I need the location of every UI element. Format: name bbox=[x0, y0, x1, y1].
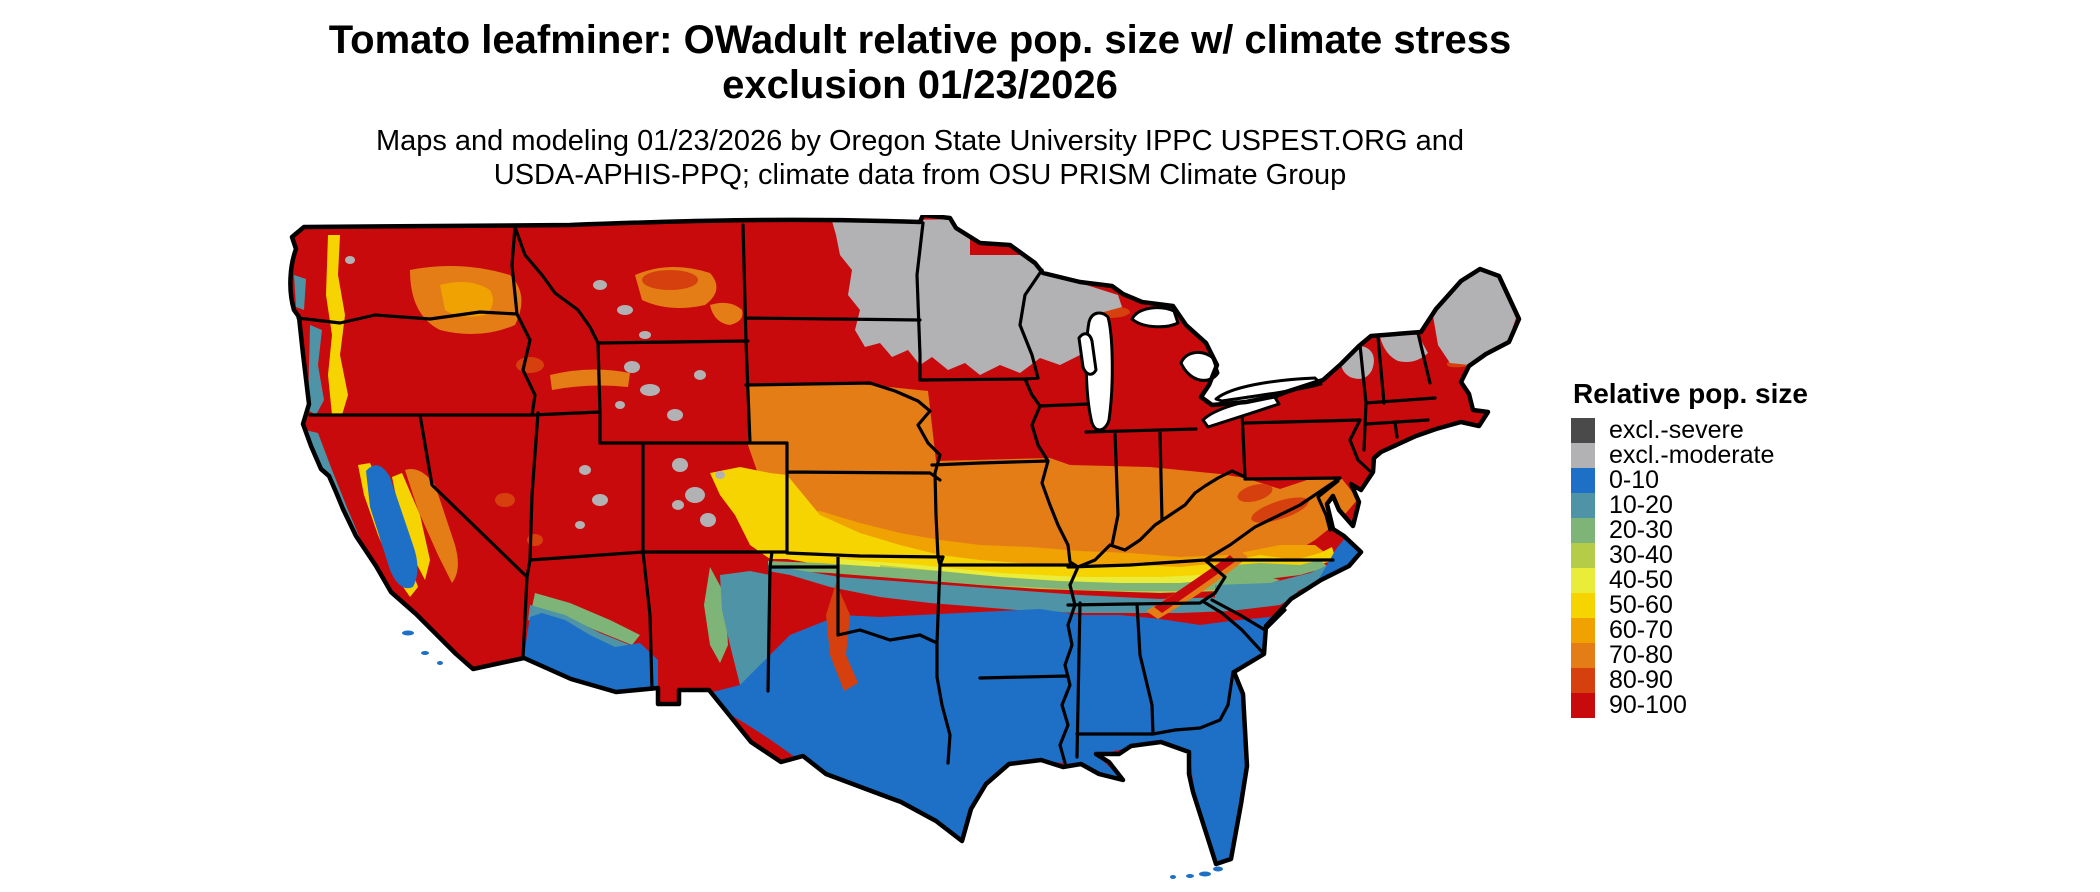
fill-amber-columbia bbox=[440, 281, 494, 317]
green-bay bbox=[1077, 332, 1098, 376]
legend-item-label: 80-90 bbox=[1609, 666, 1673, 694]
legend-swatch bbox=[1571, 693, 1595, 718]
legend-item: 60-70 bbox=[1571, 618, 1871, 643]
header: Tomato leafminer: OWadult relative pop. … bbox=[0, 18, 1840, 192]
fill-gray-vtnh bbox=[1380, 334, 1428, 362]
subtitle-line2: USDA-APHIS-PPQ; climate data from OSU PR… bbox=[493, 159, 1347, 191]
legend-item: 20-30 bbox=[1571, 518, 1871, 543]
legend-item: 30-40 bbox=[1571, 543, 1871, 568]
fill-teal-ca-coast bbox=[305, 430, 470, 670]
legend-item: excl.-severe bbox=[1571, 418, 1871, 443]
lake-ontario bbox=[1214, 376, 1323, 403]
fill-gray-rockies-patches bbox=[345, 256, 725, 529]
legend-title: Relative pop. size bbox=[1573, 378, 1808, 409]
fill-gray-maine bbox=[1432, 271, 1516, 365]
fill-teal-nc bbox=[1215, 555, 1340, 601]
legend-item: 90-100 bbox=[1571, 693, 1871, 718]
fill-teal-nm bbox=[720, 571, 770, 685]
legend-item-label: 90-100 bbox=[1609, 691, 1687, 719]
legend-swatch bbox=[1571, 618, 1595, 643]
fill-yellow-band bbox=[710, 467, 1336, 581]
legend: Relative pop. size excl.-severe excl.-mo… bbox=[1571, 379, 1871, 718]
fill-blue-central-valley bbox=[366, 465, 418, 589]
legend-item: excl.-moderate bbox=[1571, 443, 1871, 468]
great-lakes bbox=[1077, 306, 1323, 432]
fill-yellow-cascades bbox=[326, 235, 348, 415]
legend-swatch bbox=[1571, 418, 1595, 443]
legend-item-label: excl.-moderate bbox=[1609, 441, 1775, 469]
legend-item: 70-80 bbox=[1571, 643, 1871, 668]
legend-item-label: 70-80 bbox=[1609, 641, 1673, 669]
florida-keys bbox=[1170, 866, 1223, 879]
legend-swatch bbox=[1571, 568, 1595, 593]
legend-swatch bbox=[1571, 518, 1595, 543]
legend-item: 40-50 bbox=[1571, 568, 1871, 593]
legend-item-label: 40-50 bbox=[1609, 566, 1673, 594]
legend-item: 0-10 bbox=[1571, 468, 1871, 493]
legend-swatch bbox=[1571, 493, 1595, 518]
lake-huron-north bbox=[1130, 306, 1180, 329]
page-title-line2: exclusion 01/23/2026 bbox=[722, 63, 1118, 107]
channel-islands bbox=[402, 630, 443, 665]
state-borders bbox=[296, 221, 1437, 765]
legend-item: 50-60 bbox=[1571, 593, 1871, 618]
fill-teal-wa-coast bbox=[294, 275, 306, 310]
us-outline bbox=[288, 212, 1522, 867]
fill-gray-north bbox=[832, 219, 1122, 375]
legend-swatch bbox=[1571, 468, 1595, 493]
legend-item: 80-90 bbox=[1571, 668, 1871, 693]
legend-item-label: 50-60 bbox=[1609, 591, 1673, 619]
fill-blue-south bbox=[709, 537, 1365, 864]
subtitle-line1: Maps and modeling 01/23/2026 by Oregon S… bbox=[375, 125, 1465, 157]
fill-orange-band bbox=[748, 382, 1358, 577]
map-fill-layers bbox=[290, 215, 1520, 864]
subtitle: Maps and modeling 01/23/2026 by Oregon S… bbox=[0, 124, 1840, 192]
fill-yellowgreen-strip bbox=[840, 559, 1200, 587]
fill-orange-montana2 bbox=[710, 302, 743, 325]
fill-sage-nc bbox=[1210, 560, 1328, 583]
legend-swatch bbox=[1571, 443, 1595, 468]
fill-teal-or-coast bbox=[308, 325, 324, 415]
legend-item-label: 60-70 bbox=[1609, 616, 1673, 644]
legend-swatch bbox=[1571, 543, 1595, 568]
fill-gray-adirondacks bbox=[1341, 346, 1374, 379]
legend-item-label: 0-10 bbox=[1609, 466, 1660, 494]
us-map-svg bbox=[288, 212, 1522, 879]
legend-swatch bbox=[1571, 593, 1595, 618]
lake-erie bbox=[1201, 394, 1281, 429]
fill-orange-sierra bbox=[405, 469, 458, 583]
legend-item-label: 30-40 bbox=[1609, 541, 1673, 569]
fill-red-caprock bbox=[826, 583, 858, 691]
legend-item-label: excl.-severe bbox=[1609, 416, 1744, 444]
fill-orange-snake bbox=[550, 369, 630, 390]
legend-swatch bbox=[1571, 643, 1595, 668]
us-choropleth-map bbox=[280, 212, 1540, 885]
fill-yellow-valley-east bbox=[392, 473, 430, 580]
fill-sage-az bbox=[532, 593, 640, 645]
fill-sage-band bbox=[768, 561, 1280, 591]
legend-swatch bbox=[1571, 668, 1595, 693]
legend-item-label: 20-30 bbox=[1609, 516, 1673, 544]
legend-item-label: 10-20 bbox=[1609, 491, 1673, 519]
legend-item: 10-20 bbox=[1571, 493, 1871, 518]
page-title-line1: Tomato leafminer: OWadult relative pop. … bbox=[328, 18, 1512, 62]
